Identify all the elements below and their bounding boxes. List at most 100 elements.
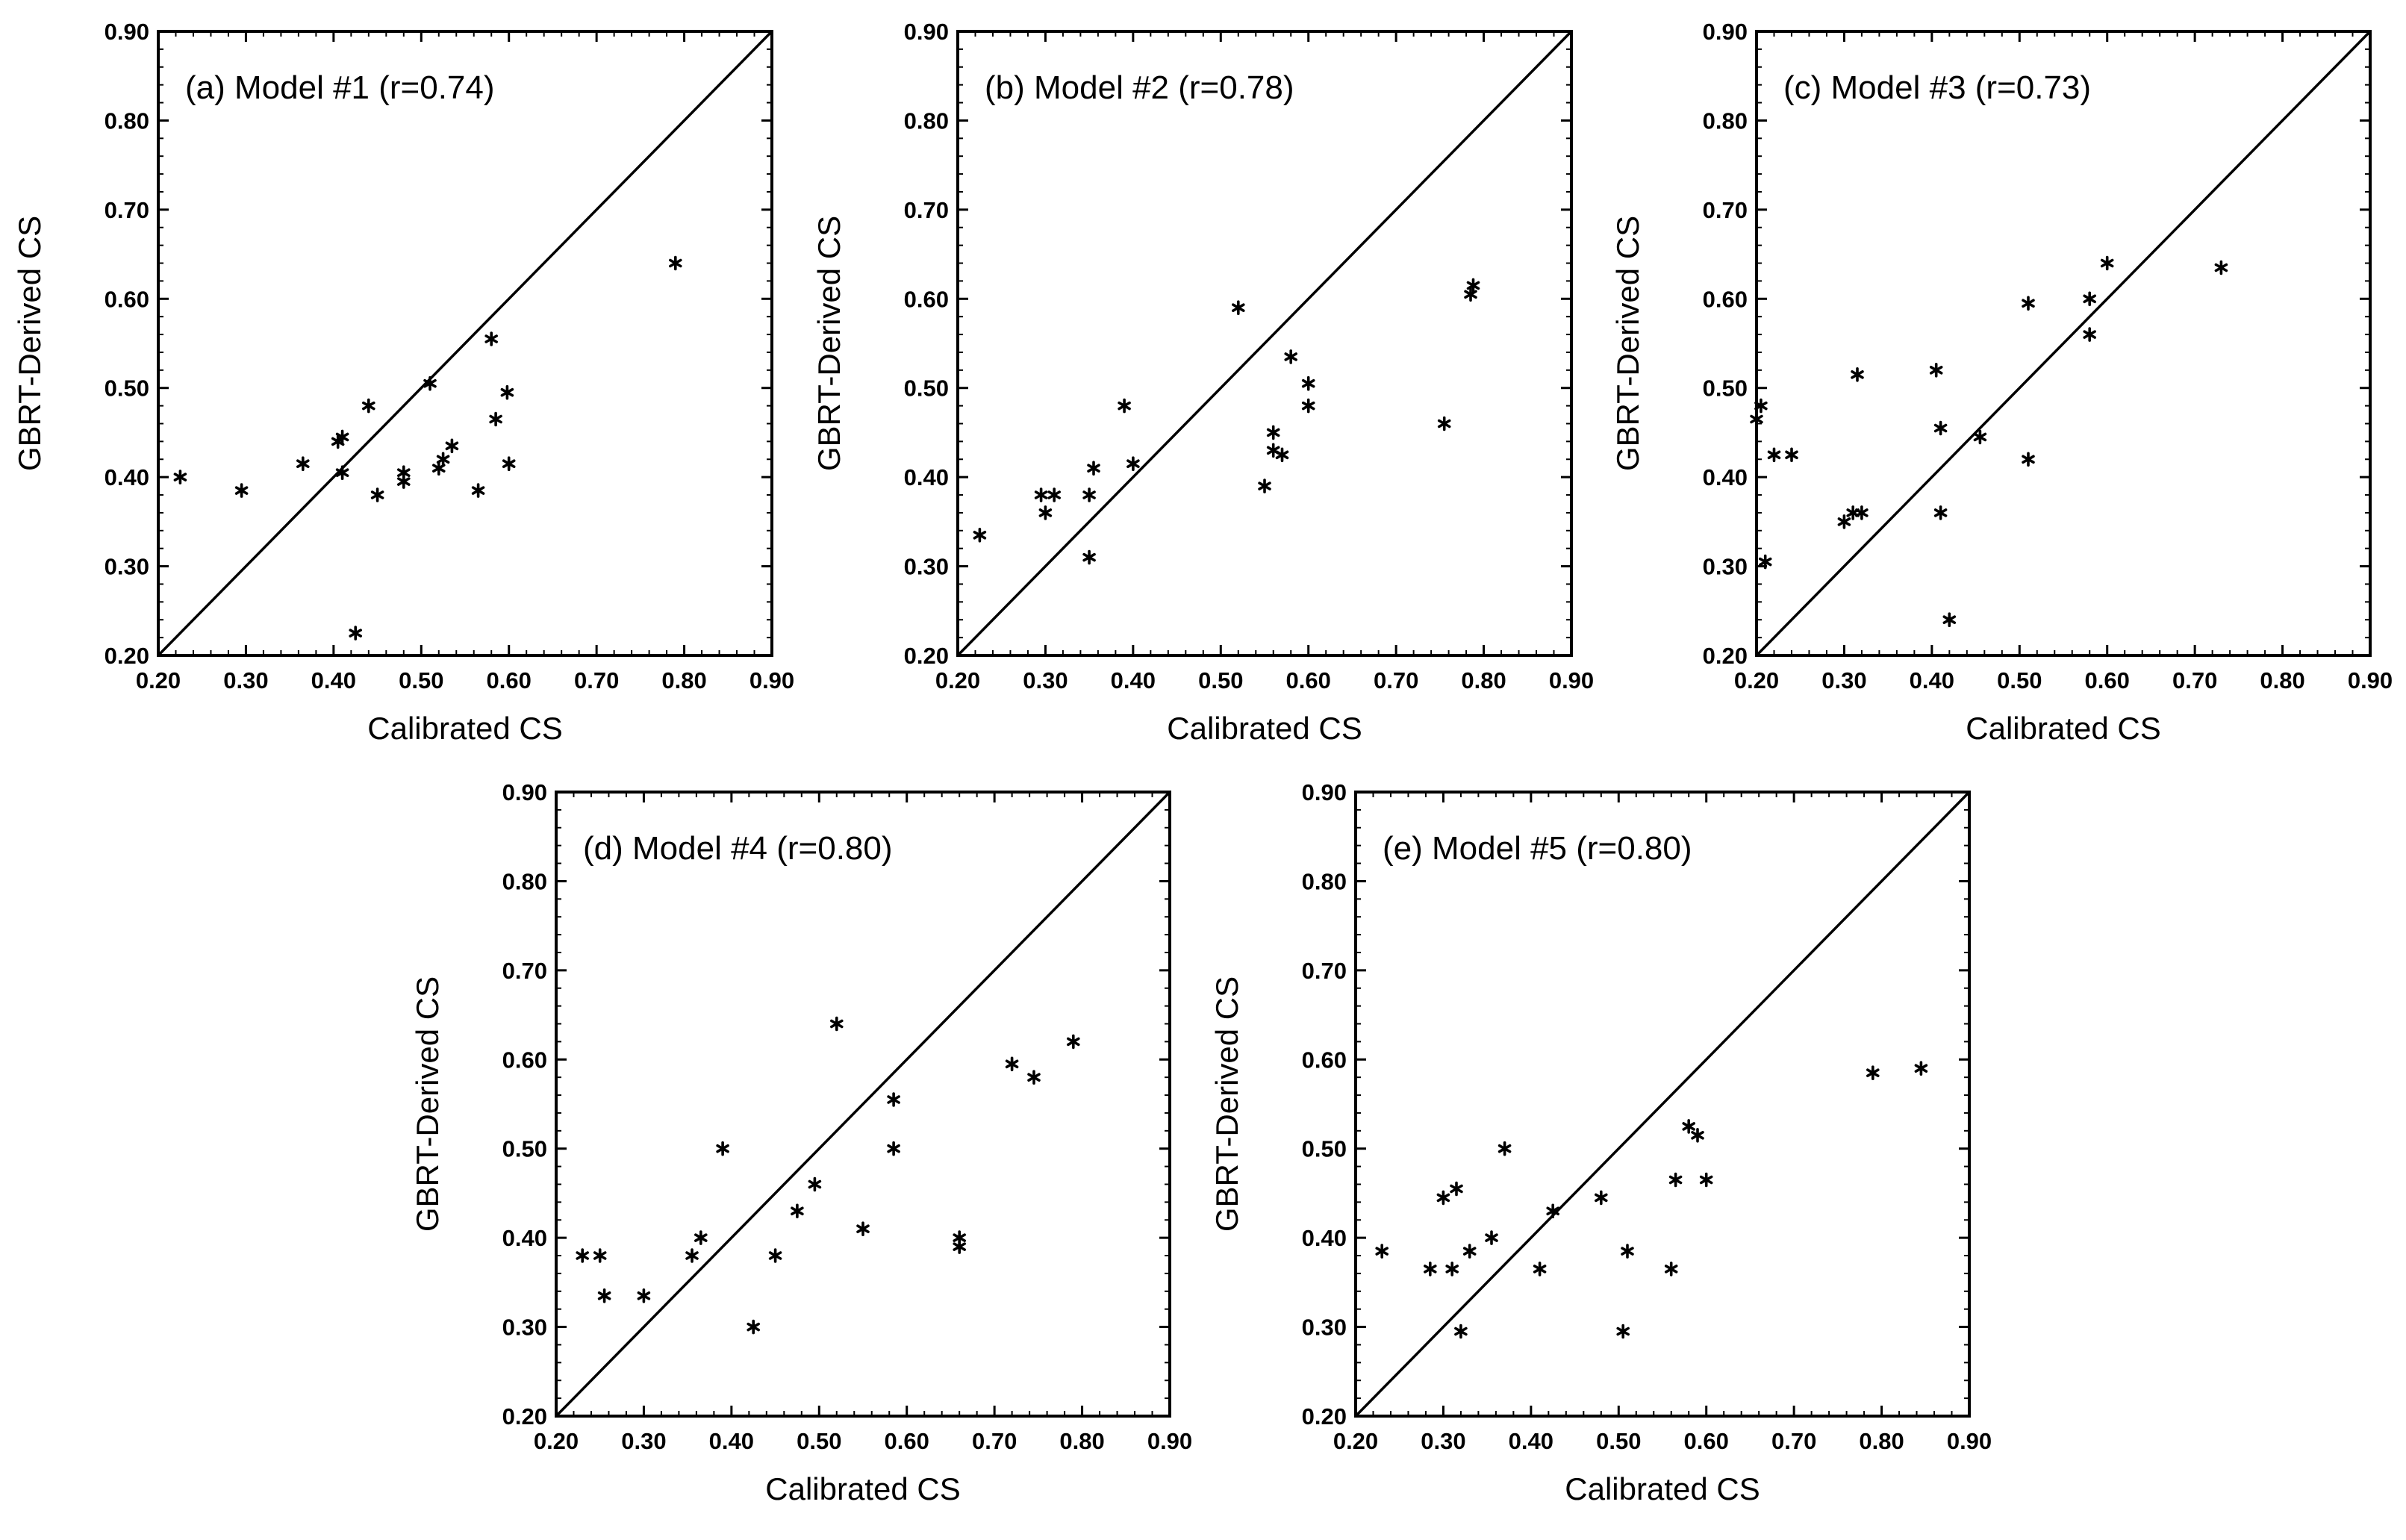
data-point [1301,398,1315,414]
x-tick-label: 0.80 [661,667,706,693]
y-tick-label: 0.20 [904,643,949,669]
y-tick-label: 0.50 [1703,375,1748,402]
x-tick-label: 0.20 [1734,667,1779,693]
x-tick-label: 0.70 [1374,667,1418,693]
x-tick-label: 0.20 [534,1428,579,1454]
x-tick-label: 0.70 [574,667,619,693]
data-point [1533,1262,1547,1276]
data-point [1767,447,1781,463]
data-point [973,527,987,543]
data-point [1462,1244,1477,1259]
y-tick-label: 0.80 [904,107,949,134]
data-point [1266,425,1280,440]
plot-frame [157,30,773,657]
x-tick-label: 0.50 [797,1428,841,1454]
x-tick-label: 0.80 [1859,1428,1904,1454]
data-point [597,1288,611,1303]
reference-line-1to1 [1354,791,1971,1418]
reference-line-1to1 [555,791,1171,1418]
y-tick-label: 0.30 [904,554,949,580]
y-tick-label: 0.20 [105,643,149,669]
data-point [362,398,375,414]
data-point [1621,1244,1634,1259]
data-point [234,483,249,498]
data-point [1682,1119,1695,1134]
data-point [1691,1128,1704,1143]
data-point [1284,349,1297,364]
data-point [576,1248,589,1263]
y-tick-label: 0.30 [105,554,149,580]
data-point [1067,1034,1080,1050]
y-tick-label: 0.90 [1302,779,1347,805]
data-point [1445,1262,1459,1276]
reference-line-1to1 [157,30,773,657]
data-point [1126,456,1140,472]
y-axis-title: GBRT-Derived CS [1209,976,1244,1232]
x-tick-label: 0.60 [1286,667,1331,693]
x-tick-label: 0.90 [1147,1428,1192,1454]
data-point [436,452,450,467]
panel-c: 0.200.20 0.30 0.30 0.40 0.40 0.50 0.50 0.60 0.60… [1610,19,2393,746]
data-point [1973,429,1987,445]
data-point [1038,505,1053,520]
y-tick-label: 0.50 [1302,1136,1347,1162]
y-tick-label: 0.50 [904,375,949,402]
data-point [887,1141,900,1156]
data-point [1750,411,1763,427]
x-tick-label: 0.70 [2172,667,2217,693]
y-tick-label: 0.70 [1703,197,1748,223]
x-tick-label: 0.80 [1059,1428,1104,1454]
data-point [1027,1070,1041,1085]
x-tick-label: 0.50 [1198,667,1243,693]
x-tick-label: 0.20 [136,667,181,693]
x-tick-label: 0.50 [1596,1428,1641,1454]
plot-frame [1354,791,1971,1418]
data-point [1699,1172,1713,1188]
data-point [1664,1262,1678,1276]
data-point [2214,260,2228,275]
data-point [1942,612,1957,628]
reference-line-1to1 [956,30,1573,657]
y-tick-label: 0.60 [1703,286,1748,312]
x-tick-label: 0.40 [709,1428,754,1454]
x-tick-label: 0.60 [1684,1428,1729,1454]
x-tick-label: 0.90 [749,667,794,693]
y-tick-label: 0.60 [904,286,949,312]
data-point [2022,452,2035,467]
data-point [1785,447,1798,463]
data-point [747,1319,760,1335]
panel-title: (b) Model #2 (r=0.78) [985,69,1294,106]
data-point [669,255,682,271]
data-point [1595,1190,1608,1206]
x-tick-label: 0.70 [972,1428,1017,1454]
data-point [1485,1230,1498,1245]
plot-frame [1755,30,2372,657]
y-tick-label: 0.60 [502,1047,547,1073]
data-point [1758,554,1772,570]
panel-b: 0.200.20 0.30 0.30 0.40 0.40 0.50 0.50 0.60 0.60… [811,19,1594,746]
data-point [296,456,310,472]
y-tick-label: 0.80 [502,868,547,894]
panel-title: (c) Model #3 (r=0.73) [1783,69,2091,106]
data-point [1497,1141,1512,1156]
data-point [489,411,502,427]
y-tick-label: 0.70 [502,958,547,984]
y-tick-label: 0.60 [1302,1047,1347,1073]
y-tick-label: 0.90 [904,19,949,45]
data-point [1087,461,1100,476]
data-point [1258,478,1271,493]
data-point [791,1203,804,1219]
data-point [423,375,437,391]
data-point [1754,398,1768,414]
x-tick-label: 0.80 [1461,667,1506,693]
data-point [1047,487,1061,502]
data-point [1082,549,1096,565]
data-point [1914,1061,1928,1076]
data-point [335,465,349,481]
data-point [484,331,498,346]
data-point [1082,487,1096,502]
y-tick-label: 0.80 [1302,868,1347,894]
x-tick-label: 0.30 [1821,667,1866,693]
data-point [1929,362,1943,378]
y-tick-label: 0.40 [502,1225,547,1251]
